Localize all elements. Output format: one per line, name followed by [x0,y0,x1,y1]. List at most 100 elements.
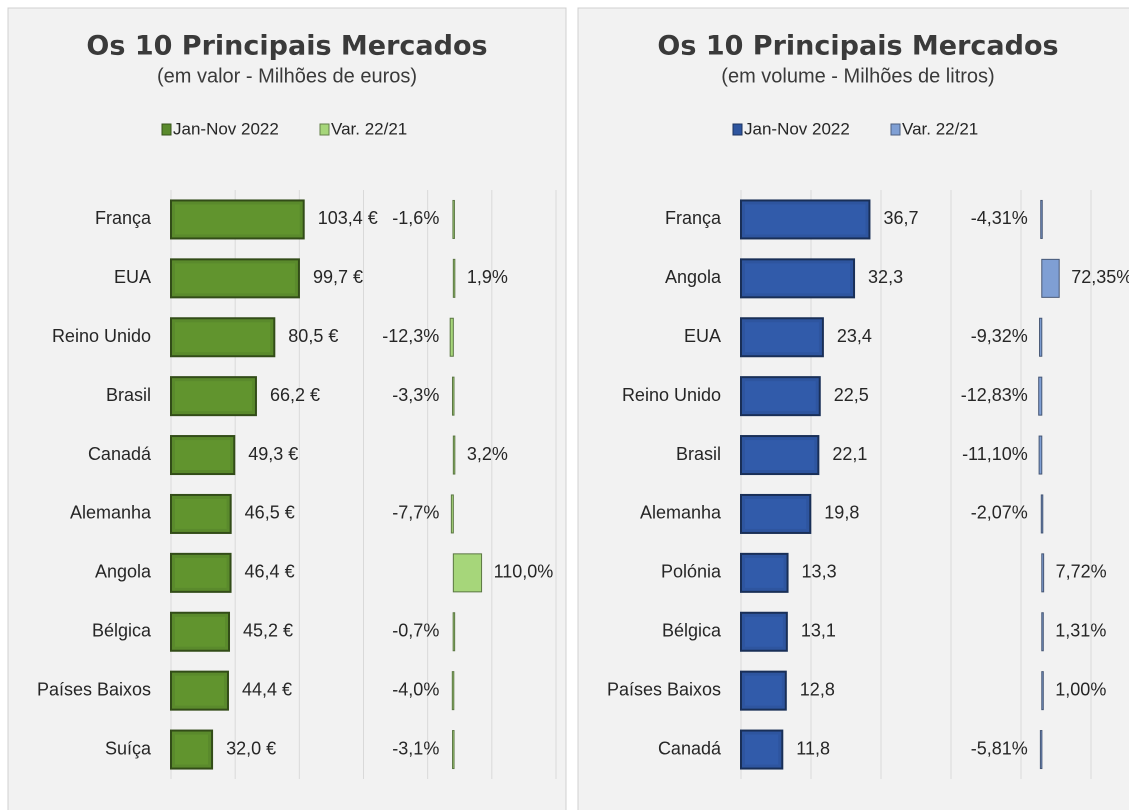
value-label: 22,1 [832,444,867,464]
category-label: Angola [665,267,722,287]
bar-highlight [745,675,782,706]
bar-highlight [745,557,784,588]
var-bar [451,671,455,711]
bar-highlight [745,381,816,412]
var-bar [1038,435,1043,475]
var-bar [1039,730,1043,770]
category-label: Países Baixos [607,679,721,699]
category-label: Brasil [676,444,721,464]
var-bar [451,376,455,416]
legend-swatch [161,123,172,136]
legend-label: Var. 22/21 [902,119,978,138]
var-bar [452,199,455,239]
value-label: 32,3 [868,267,903,287]
category-label: Alemanha [640,503,722,523]
value-label: 45,2 € [243,621,293,641]
var-bar [450,494,454,534]
var-label: 3,2% [467,444,508,464]
var-bar [452,553,483,593]
category-label: Reino Unido [622,385,721,405]
var-bar [449,317,454,357]
chart-title: Os 10 Principais Mercados [657,31,1058,62]
chart-subtitle: (em volume - Milhões de litros) [721,65,994,87]
var-bar [452,730,455,770]
var-label: -5,81% [971,738,1028,758]
panel [577,7,1129,810]
value-label: 32,0 € [226,738,276,758]
var-bar [1039,317,1043,357]
category-label: Bélgica [662,621,722,641]
legend-label: Jan-Nov 2022 [173,119,279,138]
legend-label: Var. 22/21 [331,119,407,138]
panel [7,7,567,810]
legend-swatch [732,123,743,136]
var-label: -0,7% [392,621,439,641]
var-bar [452,258,456,298]
bar-highlight [175,557,227,588]
value-label: 13,1 [801,621,836,641]
bar-highlight [745,263,851,294]
var-label: -12,83% [961,385,1028,405]
bar-highlight [745,616,783,647]
var-bar [1041,553,1045,593]
value-label: 36,7 [883,208,918,228]
var-bar [452,435,456,475]
chart-subtitle: (em valor - Milhões de euros) [157,65,417,87]
bar-highlight [175,322,271,353]
var-bar [1040,199,1043,239]
bar-highlight [175,381,252,412]
bar-highlight [175,204,300,235]
category-label: Alemanha [70,503,152,523]
category-label: EUA [114,267,151,287]
var-label: -1,6% [392,208,439,228]
var-label: -3,1% [392,738,439,758]
value-label: 23,4 [837,326,872,346]
var-label: -7,7% [392,503,439,523]
category-label: Brasil [106,385,151,405]
value-label: 103,4 € [318,208,378,228]
var-label: 1,31% [1055,621,1106,641]
value-label: 19,8 [824,503,859,523]
category-label: Suíça [105,738,152,758]
var-label: 72,35% [1071,267,1129,287]
category-label: Angola [95,562,152,582]
category-label: Bélgica [92,621,152,641]
value-label: 49,3 € [248,444,298,464]
value-label: 80,5 € [288,326,338,346]
legend-swatch [319,123,330,136]
category-label: França [95,208,152,228]
var-label: -12,3% [382,326,439,346]
category-label: França [665,208,722,228]
var-bar [1038,376,1043,416]
var-label: -2,07% [971,503,1028,523]
category-label: Canadá [658,738,722,758]
bar-highlight [175,440,231,471]
bar-highlight [745,498,807,529]
var-label: -9,32% [971,326,1028,346]
value-label: 46,5 € [245,503,295,523]
var-bar [452,612,456,652]
bar-highlight [175,263,295,294]
bar-highlight [745,322,819,353]
var-label: -11,10% [962,444,1028,464]
var-bar [1040,494,1044,534]
category-label: Reino Unido [52,326,151,346]
value-label: 99,7 € [313,267,363,287]
value-label: 13,3 [802,562,837,582]
var-bar [1041,258,1060,298]
var-label: -4,31% [971,208,1028,228]
bar-highlight [175,675,224,706]
legend-swatch [890,123,901,136]
value-label: 44,4 € [242,679,292,699]
bar-highlight [745,734,779,765]
var-bar [1041,671,1044,711]
value-label: 22,5 [834,385,869,405]
bar-highlight [745,204,866,235]
category-label: Polónia [661,562,722,582]
chart-title: Os 10 Principais Mercados [86,31,487,62]
bar-highlight [175,616,226,647]
var-label: 1,9% [467,267,508,287]
var-label: 7,72% [1056,562,1107,582]
category-label: Países Baixos [37,679,151,699]
